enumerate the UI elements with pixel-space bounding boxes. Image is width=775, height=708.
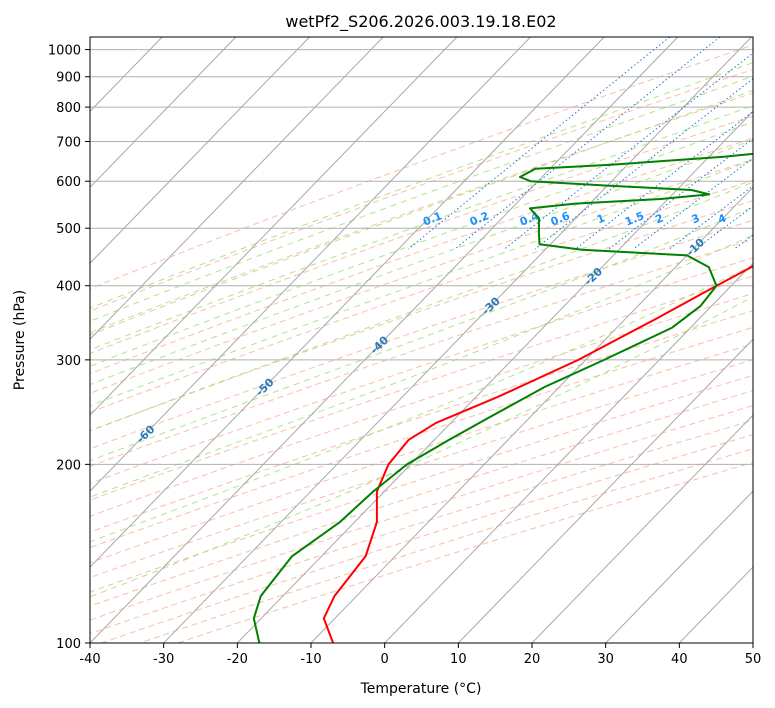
y-tick-label: 100	[56, 637, 81, 652]
x-tick-label: 50	[745, 652, 762, 667]
isotherm-line	[90, 37, 605, 568]
moist-adiabat	[90, 105, 753, 351]
x-tick-label: 10	[450, 652, 467, 667]
moist-adiabat	[90, 89, 753, 336]
chart-title: wetPf2_S206.2026.003.19.18.E02	[285, 12, 556, 32]
mixing-ratio-label: 4	[716, 211, 728, 226]
dry-adiabat	[177, 461, 753, 643]
isotherm-line	[752, 642, 753, 643]
axes: -40 -30 -20 -10 0 10 20 30 40 50 100 200 300 400 500 60…	[48, 44, 761, 667]
mixing-ratio-line	[454, 37, 721, 250]
isotherm-line	[236, 110, 753, 643]
mixing-ratio-label: 1	[595, 212, 607, 227]
dry-adiabat	[90, 374, 753, 593]
dry-adiabat	[90, 68, 753, 312]
isotherm-line	[90, 37, 458, 416]
dry-adiabat	[90, 310, 753, 533]
moist-adiabat	[90, 75, 753, 322]
temperature-profile	[322, 265, 753, 643]
x-tick-label: -10	[300, 652, 321, 667]
isotherm-line	[90, 37, 310, 264]
mixing-ratio-label: 6	[755, 211, 767, 226]
dry-adiabat	[101, 434, 753, 643]
dry-adiabat	[90, 326, 753, 549]
dry-adiabat	[90, 359, 753, 579]
moist-adiabat	[90, 264, 753, 543]
mixing-ratio-label: 0.4	[518, 209, 541, 228]
y-axis-label: Pressure (hPa)	[12, 290, 28, 390]
y-tick-label: 700	[56, 135, 81, 150]
mixing-ratio-line	[407, 37, 670, 250]
mixing-ratio-line	[632, 157, 753, 250]
isotherm-line	[90, 37, 384, 340]
isotherm-line	[163, 37, 752, 643]
mixing-ratio-line	[534, 78, 753, 250]
x-tick-label: 20	[524, 652, 541, 667]
isotherm-label: -70	[15, 469, 39, 492]
dry-adiabat	[90, 92, 753, 334]
mixing-ratio-label: 0.1	[421, 209, 444, 228]
y-tick-label: 300	[56, 354, 81, 369]
mixing-ratio-line	[762, 37, 775, 249]
isotherm-line	[90, 37, 679, 643]
x-tick-label: 0	[381, 652, 389, 667]
y-tick-label: 900	[56, 71, 81, 86]
dry-adiabat	[90, 405, 753, 621]
isotherm-line	[310, 186, 753, 643]
mixing-ratio-label: 3	[690, 212, 702, 227]
isotherm-line	[531, 414, 753, 643]
isotherm-line	[90, 37, 531, 492]
mixing-ratio-label: 0.2	[468, 209, 491, 228]
x-axis-label: Temperature (°C)	[360, 681, 482, 697]
isotherm-line	[90, 37, 237, 189]
x-tick-label: 40	[671, 652, 688, 667]
isotherm-line	[457, 338, 753, 643]
x-tick-label: -40	[79, 652, 100, 667]
y-tick-label: 800	[56, 101, 81, 116]
x-tick-label: -20	[227, 652, 248, 667]
isotherm-line	[605, 490, 753, 643]
mixing-ratio-line	[695, 205, 753, 250]
moist-adiabat	[90, 159, 753, 407]
y-tick-label: 500	[56, 222, 81, 237]
plot-frame	[89, 36, 754, 644]
mixing-ratio-line	[733, 234, 753, 250]
dry-adiabat	[90, 419, 753, 635]
dry-adiabat	[90, 343, 753, 564]
mixing-ratio-line	[504, 52, 753, 250]
isotherm-line	[384, 262, 753, 643]
x-tick-label: 30	[597, 652, 614, 667]
y-tick-label: 400	[56, 280, 81, 295]
moist-adiabat	[90, 234, 753, 498]
dry-adiabat	[90, 390, 753, 607]
y-tick-label: 600	[56, 175, 81, 190]
moist-adiabat	[90, 139, 753, 386]
x-tick-label: -30	[153, 652, 174, 667]
y-tick-label: 200	[56, 458, 81, 473]
mixing-ratio-label: 2	[653, 212, 665, 227]
y-tick-label: 1000	[48, 44, 81, 59]
dewpoint-profile	[252, 152, 753, 643]
plot-area: 0.10.20.40.611.52346810131620253036-100-…	[15, 37, 775, 643]
